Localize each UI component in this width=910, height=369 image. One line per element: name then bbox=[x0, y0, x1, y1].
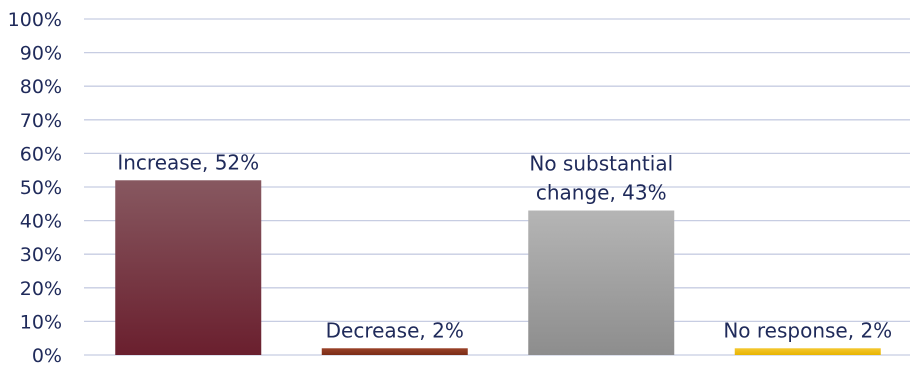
data-label: No response, 2% bbox=[723, 318, 892, 342]
y-axis-tick-labels: 0% 10% 20% 30% 40% 50% 60% 70% 80% 90% 100% bbox=[8, 9, 62, 367]
y-tick-label: 70% bbox=[20, 110, 62, 132]
y-tick-label: 30% bbox=[20, 244, 62, 266]
bar-no-substantial-change bbox=[528, 210, 675, 355]
data-label: Increase, 52% bbox=[117, 150, 259, 174]
bars bbox=[115, 180, 881, 355]
y-tick-label: 100% bbox=[8, 9, 62, 31]
data-label: change, 43% bbox=[536, 181, 667, 205]
y-tick-label: 0% bbox=[32, 345, 62, 367]
bar-decrease bbox=[321, 348, 468, 355]
bar-no-response bbox=[734, 348, 881, 355]
bar-increase bbox=[115, 180, 262, 355]
data-labels: Increase, 52% Decrease, 2% No substantial c… bbox=[117, 150, 892, 342]
data-label: Decrease, 2% bbox=[326, 318, 464, 342]
y-tick-label: 10% bbox=[20, 311, 62, 333]
y-tick-label: 90% bbox=[20, 43, 62, 65]
y-tick-label: 80% bbox=[20, 76, 62, 98]
data-label: No substantial bbox=[529, 152, 673, 176]
y-tick-label: 20% bbox=[20, 278, 62, 300]
y-tick-label: 50% bbox=[20, 177, 62, 199]
y-tick-label: 60% bbox=[20, 143, 62, 165]
y-tick-label: 40% bbox=[20, 211, 62, 233]
